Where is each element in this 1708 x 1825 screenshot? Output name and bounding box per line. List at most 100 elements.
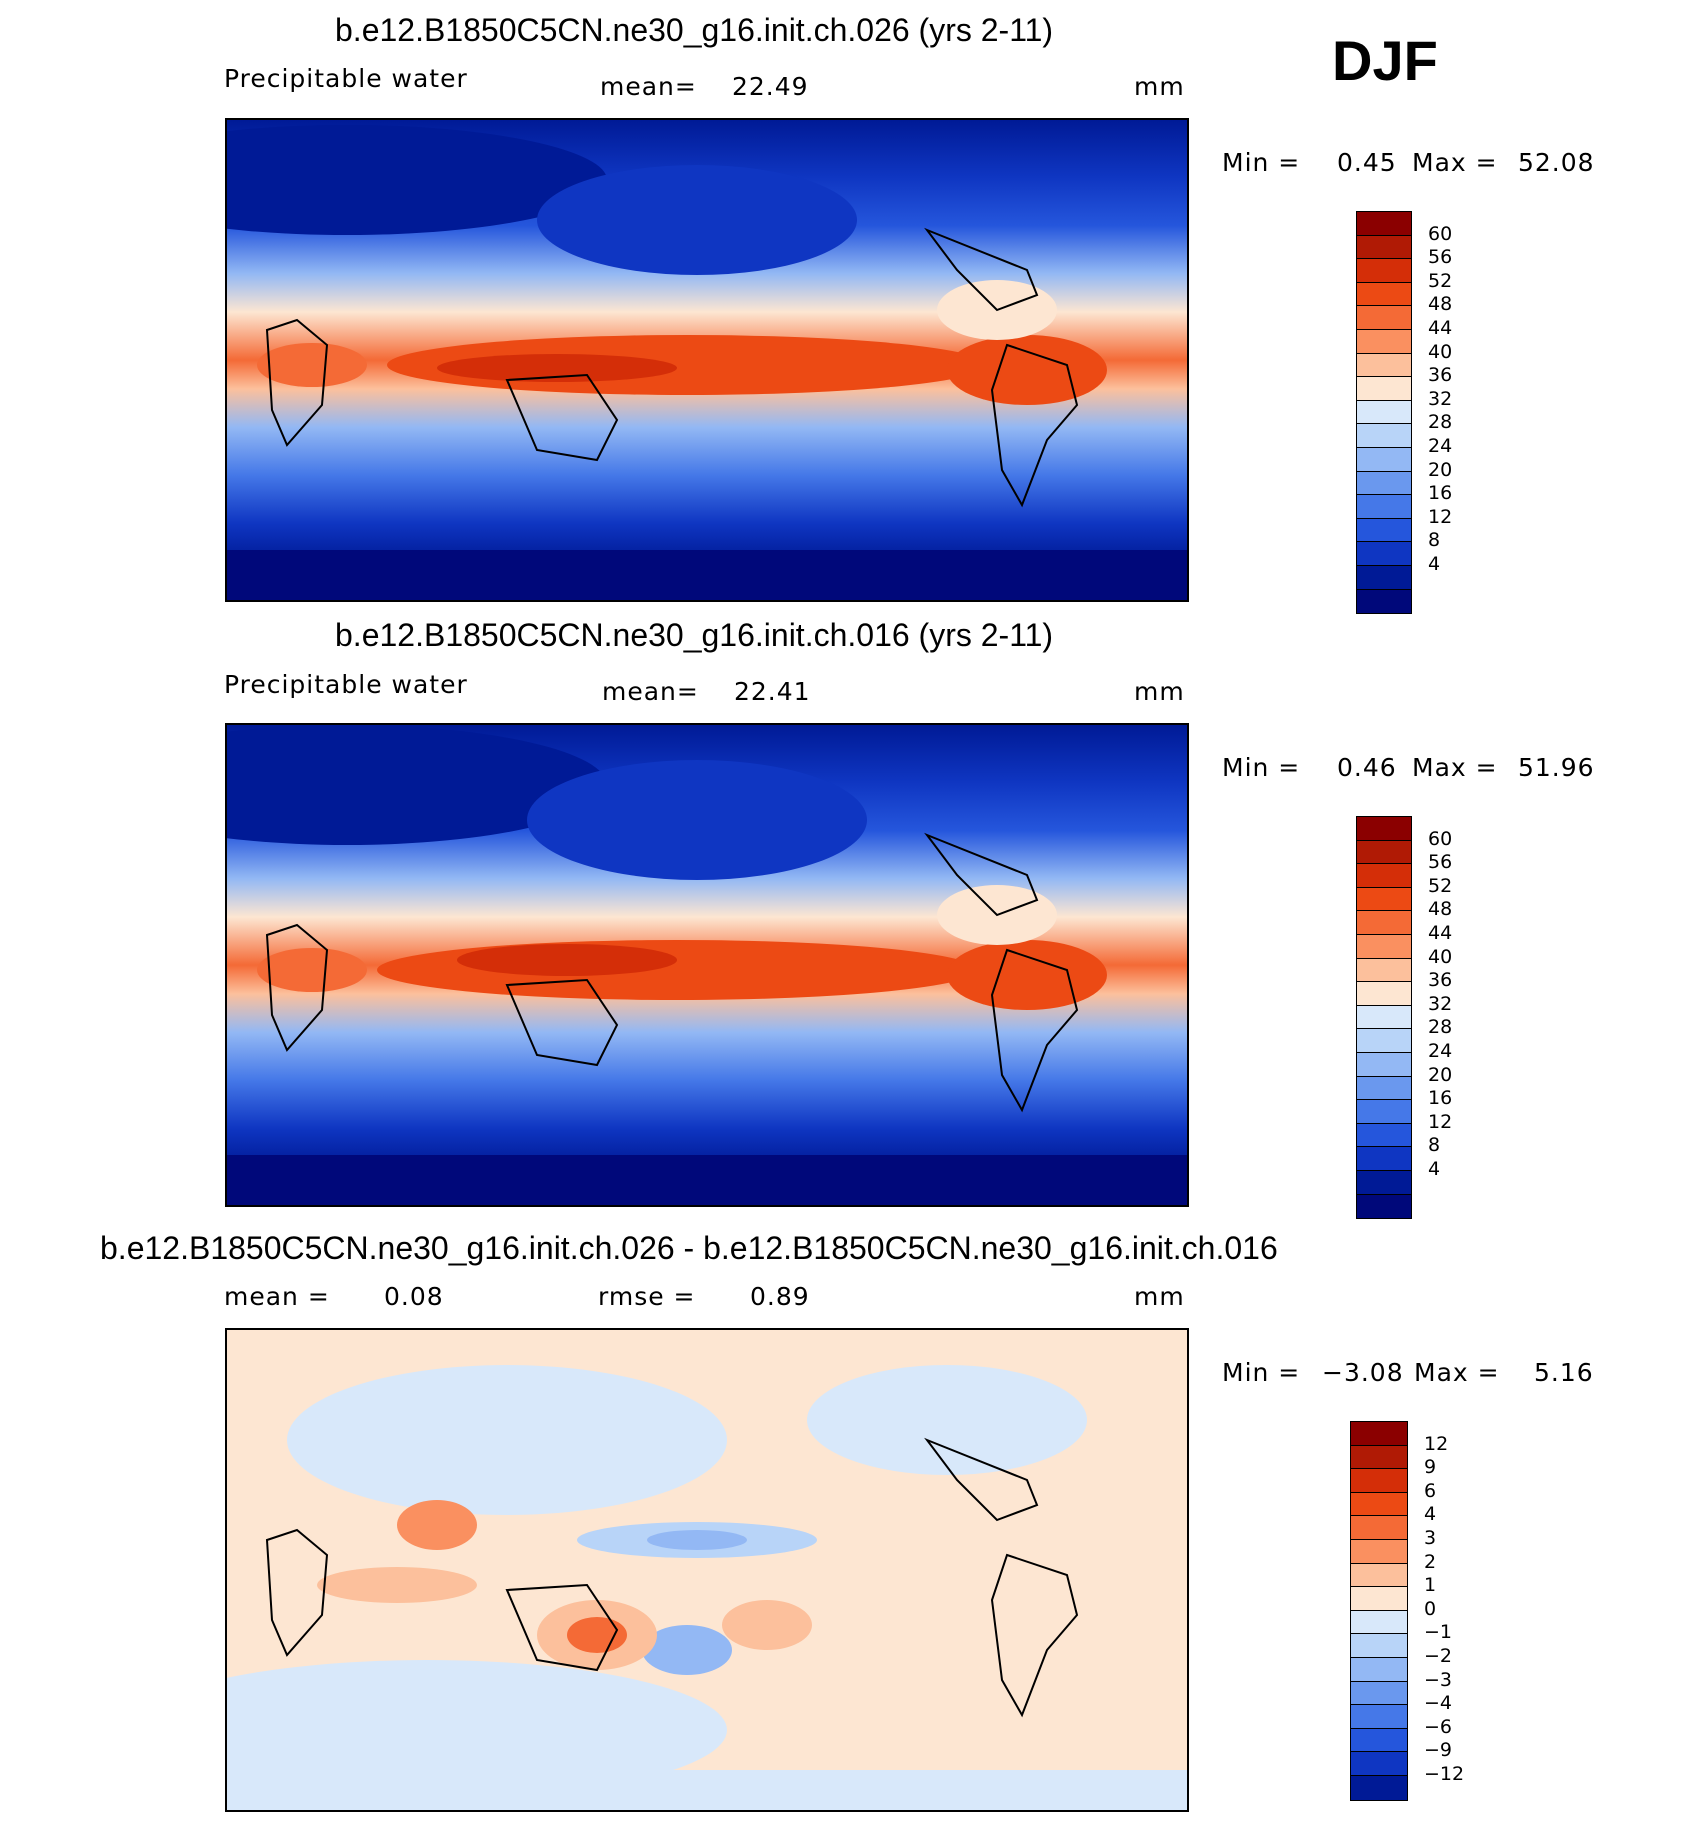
panel-2-maritime-continent-max	[457, 944, 677, 976]
panel-3-antarctic	[227, 1770, 1187, 1810]
panel-3-colorbar-label: −3	[1424, 1668, 1453, 1691]
panel-2-colorbar-label: 52	[1428, 874, 1453, 897]
panel-2-colorbar-segment	[1357, 887, 1411, 912]
panel-2-colorbar-segment	[1357, 1005, 1411, 1030]
panel-3-colorbar-segment	[1351, 1681, 1407, 1706]
panel-3-rmse-value: 0.89	[750, 1282, 810, 1311]
panel-1-colorbar-label: 16	[1428, 482, 1453, 505]
panel-2-colorbar-label: 48	[1428, 898, 1453, 921]
panel-3-rmse-label: rmse =	[598, 1282, 696, 1311]
panel-2-max-label: Max =	[1412, 753, 1498, 782]
panel-2-colorbar	[1356, 816, 1412, 1220]
panel-1-variable-label: Precipitable water	[224, 64, 468, 93]
panel-3-mean-label: mean =	[224, 1282, 330, 1311]
panel-3-colorbar-segment	[1351, 1445, 1407, 1470]
panel-1-colorbar-segment	[1357, 235, 1411, 260]
panel-2-siberia-dry-region	[527, 760, 867, 880]
panel-1-siberia-dry-region	[537, 165, 857, 275]
panel-2-colorbar-label: 20	[1428, 1063, 1453, 1086]
panel-3-colorbar-label: 12	[1424, 1432, 1449, 1455]
panel-2-colorbar-label: 28	[1428, 1016, 1453, 1039]
panel-3-colorbar-segment	[1351, 1516, 1407, 1540]
panel-2-colorbar-label: 40	[1428, 945, 1453, 968]
panel-1-africa-max	[257, 343, 367, 387]
panel-3-colorbar-label: −1	[1424, 1621, 1453, 1644]
panel-3-colorbar	[1350, 1421, 1408, 1801]
panel-2-map	[225, 723, 1189, 1207]
panel-2-colorbar-label: 60	[1428, 827, 1453, 850]
panel-3-min-value: −3.08	[1322, 1358, 1404, 1387]
panel-2-colorbar-segment	[1357, 840, 1411, 865]
panel-3-colorbar-segment	[1351, 1587, 1407, 1611]
panel-1-mean-label: mean=	[600, 72, 697, 101]
panel-2-colorbar-segment	[1357, 982, 1411, 1006]
panel-3-colorbar-segment	[1351, 1610, 1407, 1635]
panel-3-units: mm	[1134, 1282, 1185, 1311]
panel-3-india-positive	[397, 1500, 477, 1550]
panel-1-colorbar-label: 56	[1428, 246, 1453, 269]
panel-1-antarctic	[227, 550, 1187, 600]
panel-1-colorbar-segment	[1357, 424, 1411, 448]
panel-3-australia-positive-core	[567, 1617, 627, 1653]
panel-2-colorbar-segment	[1357, 958, 1411, 983]
panel-1-colorbar-label: 20	[1428, 458, 1453, 481]
panel-1-colorbar-segment	[1357, 495, 1411, 519]
panel-1-colorbar-label: 12	[1428, 505, 1453, 528]
panel-2-colorbar-label: 4	[1428, 1158, 1441, 1180]
panel-2-colorbar-label: 56	[1428, 851, 1453, 874]
panel-3-colorbar-segment	[1351, 1705, 1407, 1729]
panel-2-warm-pool	[377, 940, 977, 1000]
panel-1-title: b.e12.B1850C5CN.ne30_g16.init.ch.026 (yr…	[335, 12, 1054, 48]
panel-3-pacific-negative-core	[647, 1530, 747, 1550]
panel-2-mean-label: mean=	[602, 677, 699, 706]
panel-1-colorbar-segment	[1357, 400, 1411, 425]
panel-1-colorbar-segment	[1357, 565, 1411, 590]
panel-3-colorbar-segment	[1351, 1563, 1407, 1588]
panel-3-colorbar-label: −9	[1424, 1739, 1453, 1762]
panel-1-colorbar-label: 44	[1428, 317, 1453, 339]
panel-2-colorbar-label: 44	[1428, 922, 1453, 944]
panel-3-title: b.e12.B1850C5CN.ne30_g16.init.ch.026 - b…	[100, 1230, 1278, 1266]
panel-3-colorbar-segment	[1351, 1539, 1407, 1564]
panel-2-min-label: Min =	[1222, 753, 1301, 782]
panel-1-colorbar-label: 4	[1428, 553, 1441, 575]
panel-2-africa-max	[257, 948, 367, 992]
panel-2-colorbar-segment	[1357, 864, 1411, 888]
panel-1-max-value: 52.08	[1518, 148, 1595, 177]
panel-1-colorbar-segment	[1357, 471, 1411, 496]
panel-3-colorbar-label: −4	[1424, 1692, 1453, 1715]
panel-2-colorbar-label: 36	[1428, 969, 1453, 992]
panel-3-colorbar-label: −2	[1424, 1645, 1453, 1667]
panel-3-asia-negative	[287, 1365, 727, 1515]
panel-1-colorbar-segment	[1357, 353, 1411, 378]
panel-2-units: mm	[1134, 677, 1185, 706]
panel-3-colorbar-segment	[1351, 1422, 1407, 1446]
panel-1-colorbar-label: 32	[1428, 387, 1453, 410]
panel-3-colorbar-segment	[1351, 1634, 1407, 1658]
panel-3-colorbar-label: 3	[1424, 1527, 1437, 1549]
panel-2-colorbar-label: 16	[1428, 1087, 1453, 1110]
panel-3-coastlines	[265, 1437, 1079, 1718]
panel-3-south-pacific-positive	[722, 1600, 812, 1650]
panel-1-colorbar-segment	[1357, 212, 1411, 236]
panel-2-colorbar-segment	[1357, 1170, 1411, 1195]
panel-1-colorbar-label: 24	[1428, 435, 1453, 457]
panel-2-colorbar-segment	[1357, 1147, 1411, 1171]
panel-2-field	[227, 725, 1187, 1205]
panel-2-colorbar-segment	[1357, 1100, 1411, 1124]
panel-1-colorbar-label: 40	[1428, 340, 1453, 363]
panel-2-mean-value: 22.41	[734, 677, 811, 706]
panel-1-colorbar-segment	[1357, 329, 1411, 354]
panel-2-amazon-max	[947, 940, 1107, 1010]
panel-2-colorbar-segment	[1357, 1029, 1411, 1053]
panel-1-mean-value: 22.49	[732, 72, 809, 101]
panel-3-colorbar-label: 9	[1424, 1456, 1437, 1479]
panel-3-colorbar-label: −12	[1424, 1763, 1465, 1785]
panel-2-colorbar-segment	[1357, 1052, 1411, 1077]
panel-3-colorbar-segment	[1351, 1492, 1407, 1517]
panel-1-colorbar-segment	[1357, 259, 1411, 283]
panel-1-colorbar-label: 48	[1428, 293, 1453, 316]
panel-3-colorbar-label: 4	[1424, 1503, 1437, 1526]
panel-2-colorbar-segment	[1357, 911, 1411, 935]
panel-3-colorbar-segment	[1351, 1728, 1407, 1753]
